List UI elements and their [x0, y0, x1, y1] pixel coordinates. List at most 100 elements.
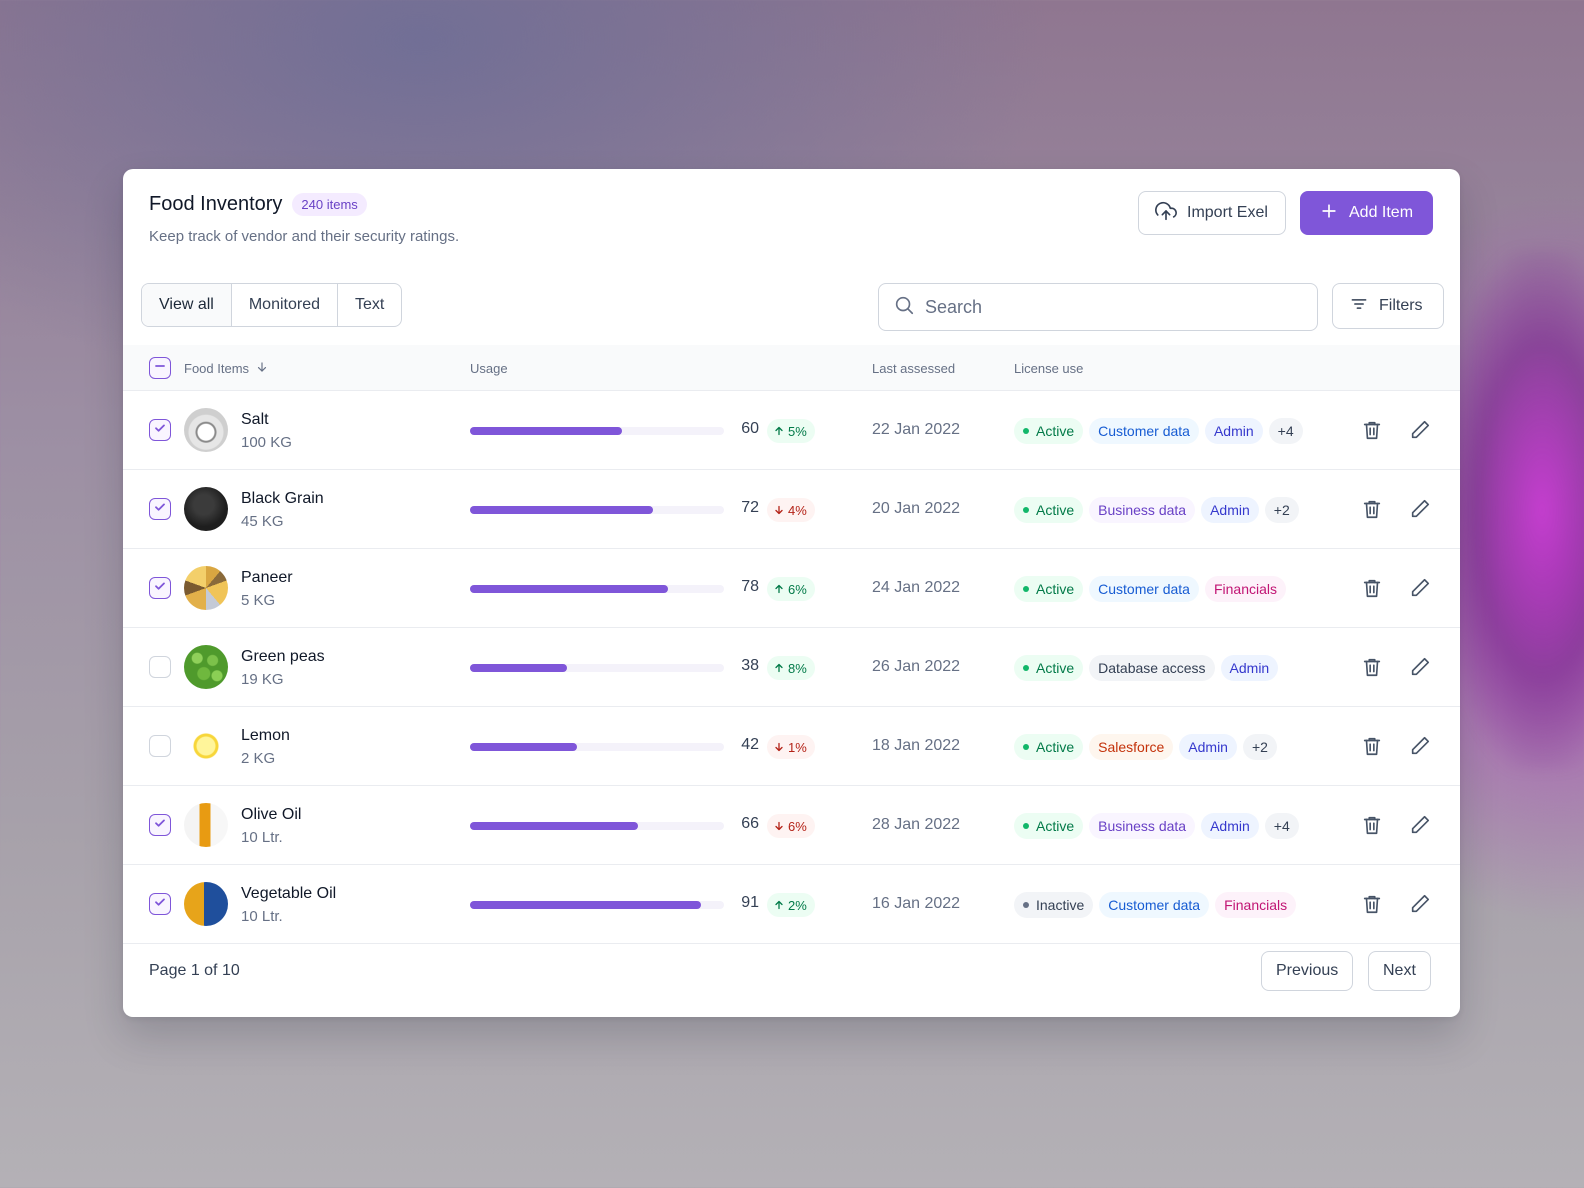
check-icon [153, 895, 167, 914]
row-checkbox[interactable] [149, 419, 171, 441]
status-dot [1023, 428, 1029, 434]
edit-pencil-icon[interactable] [1408, 576, 1432, 600]
row-checkbox[interactable] [149, 656, 171, 678]
license-tags: Active Business data Admin +4 [1014, 813, 1299, 839]
page-title: Food Inventory [149, 193, 283, 215]
title-row: Food Inventory 240 items [149, 193, 367, 216]
trash-icon[interactable] [1360, 734, 1384, 758]
last-assessed-date: 28 Jan 2022 [872, 816, 961, 833]
row-checkbox[interactable] [149, 814, 171, 836]
edit-pencil-icon[interactable] [1408, 497, 1432, 521]
previous-button[interactable]: Previous [1261, 951, 1354, 991]
food-name: Olive Oil [241, 806, 302, 823]
row-checkbox[interactable] [149, 893, 171, 915]
import-exel-button[interactable]: Import Exel [1138, 191, 1286, 235]
trash-icon[interactable] [1360, 655, 1384, 679]
license-tag: Business data [1089, 497, 1196, 523]
usage-bar [470, 664, 724, 672]
license-tag: +2 [1242, 734, 1277, 760]
edit-pencil-icon[interactable] [1408, 418, 1432, 442]
table-row: Salt 100 KG 60 5% 22 Jan 2022 Active Customer … [123, 391, 1460, 470]
table-row: Green peas 19 KG 38 8% 26 Jan 2022 Active Data… [123, 628, 1460, 707]
trend-badge: 6% [767, 814, 815, 838]
filters-button[interactable]: Filters [1332, 283, 1444, 329]
trend-badge: 4% [767, 498, 815, 522]
edit-pencil-icon[interactable] [1408, 892, 1432, 916]
column-header-license-use: License use [1014, 360, 1084, 376]
usage-value: 42 [741, 736, 759, 753]
status-dot [1023, 665, 1029, 671]
food-name: Black Grain [241, 490, 324, 507]
license-tag-label: Inactive [1036, 897, 1085, 913]
row-checkbox[interactable] [149, 735, 171, 757]
food-quantity: 5 KG [241, 592, 276, 609]
check-icon [153, 816, 167, 835]
edit-pencil-icon[interactable] [1408, 655, 1432, 679]
status-dot [1023, 586, 1029, 592]
license-tag: Active [1014, 576, 1084, 602]
page-info: Page 1 of 10 [149, 962, 240, 979]
food-name: Salt [241, 411, 269, 428]
license-tag: Customer data [1099, 892, 1210, 918]
search-input[interactable] [925, 296, 1285, 318]
search-icon [893, 294, 915, 321]
food-name: Green peas [241, 648, 325, 665]
usage-bar-fill [470, 585, 669, 593]
food-quantity: 19 KG [241, 671, 284, 688]
license-tag: Salesforce [1089, 734, 1174, 760]
arrow-down-icon [255, 360, 269, 377]
license-tag-label: +2 [1251, 739, 1268, 755]
row-actions [1360, 655, 1432, 679]
license-tags: Active Salesforce Admin +2 [1014, 734, 1277, 760]
license-tag: Financials [1215, 892, 1297, 918]
tab-text[interactable]: Text [355, 296, 385, 313]
license-tags: Active Database access Admin [1014, 655, 1279, 681]
license-tag-label: Database access [1098, 660, 1206, 676]
edit-pencil-icon[interactable] [1408, 734, 1432, 758]
search-box [878, 283, 1318, 331]
trash-icon[interactable] [1360, 813, 1384, 837]
usage-bar [470, 743, 724, 751]
license-tag-label: Customer data [1108, 897, 1201, 913]
license-tag: Active [1014, 418, 1084, 444]
arrow-down-icon [773, 504, 785, 516]
license-tag-label: Salesforce [1098, 739, 1165, 755]
food-avatar [184, 803, 228, 847]
row-checkbox[interactable] [149, 577, 171, 599]
table-row: Paneer 5 KG 78 6% 24 Jan 2022 Active Customer … [123, 549, 1460, 628]
import-exel-label: Import Exel [1187, 204, 1268, 221]
license-tag: Business data [1089, 813, 1196, 839]
food-avatar [184, 645, 228, 689]
license-tag: Admin [1201, 497, 1259, 523]
trash-icon[interactable] [1360, 418, 1384, 442]
usage-value: 60 [741, 420, 759, 437]
table-header: Food Items Usage Last assessed License u… [123, 345, 1460, 391]
row-checkbox[interactable] [149, 498, 171, 520]
tab-view-all[interactable]: View all [142, 284, 232, 326]
column-header-food-items[interactable]: Food Items [184, 345, 269, 391]
license-tag-label: Active [1036, 818, 1075, 834]
trash-icon[interactable] [1360, 497, 1384, 521]
arrow-up-icon [773, 583, 785, 595]
trend-value: 6% [788, 581, 807, 597]
license-tag-label: Active [1036, 502, 1075, 518]
food-quantity: 10 Ltr. [241, 829, 283, 846]
usage-bar-fill [470, 822, 638, 830]
trend-value: 2% [788, 897, 807, 913]
usage-bar [470, 585, 724, 593]
food-avatar [184, 724, 228, 768]
add-item-label: Add Item [1349, 204, 1414, 221]
edit-pencil-icon[interactable] [1408, 813, 1432, 837]
license-tags: Active Business data Admin +2 [1014, 497, 1299, 523]
next-button[interactable]: Next [1368, 951, 1431, 991]
add-item-button[interactable]: Add Item [1300, 191, 1433, 235]
food-avatar [184, 487, 228, 531]
food-quantity: 100 KG [241, 434, 292, 451]
food-avatar [184, 882, 228, 926]
usage-value: 91 [741, 894, 759, 911]
trash-icon[interactable] [1360, 576, 1384, 600]
license-tag: Database access [1089, 655, 1215, 681]
tab-monitored[interactable]: Monitored [232, 284, 338, 326]
trash-icon[interactable] [1360, 892, 1384, 916]
select-all-checkbox[interactable] [149, 357, 171, 379]
